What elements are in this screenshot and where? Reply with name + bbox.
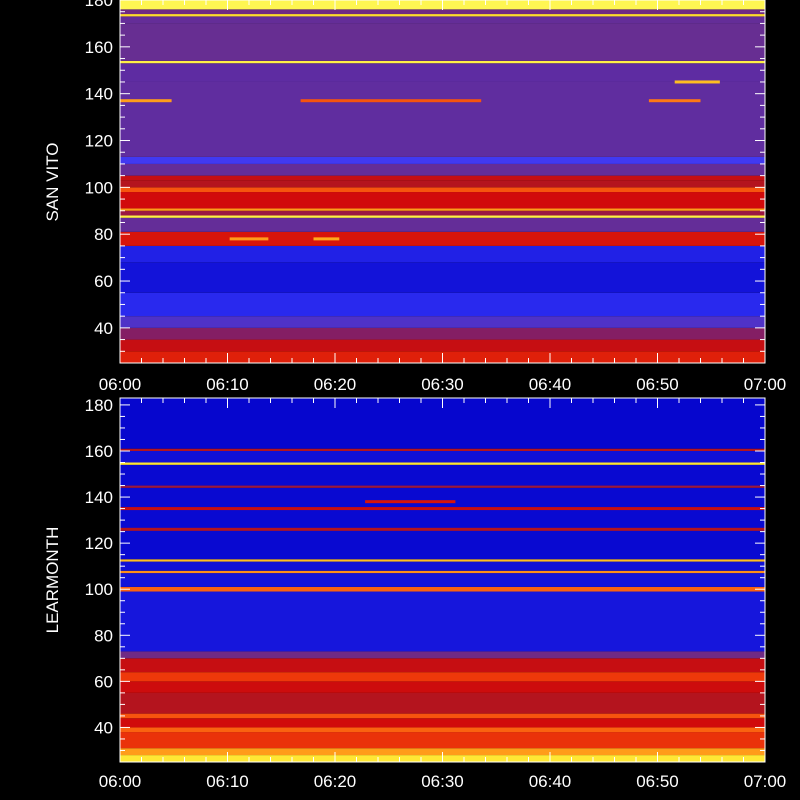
y-tick-label: 180	[85, 0, 113, 10]
san-vito-axis-ticks: 06:00 06:10 06:20 06:30 06:40 06:50 07:00 40 60 8…	[85, 0, 787, 394]
learmonth-y-axis-label: LEARMONTH	[43, 527, 62, 634]
y-tick-label: 60	[94, 672, 113, 691]
frequency-band	[120, 156, 765, 164]
y-tick-label: 100	[85, 178, 113, 197]
frequency-band	[120, 327, 765, 340]
frequency-band	[120, 561, 765, 571]
x-tick-label: 06:00	[99, 772, 142, 791]
x-tick-label: 06:30	[421, 375, 464, 394]
frequency-band	[120, 651, 765, 659]
y-tick-label: 40	[94, 718, 113, 737]
signal-streak	[313, 237, 340, 241]
frequency-band	[120, 23, 765, 61]
frequency-band	[120, 262, 765, 293]
frequency-band	[120, 81, 765, 157]
frequency-band	[120, 215, 765, 218]
x-tick-label: 06:10	[206, 772, 249, 791]
signal-streak	[648, 99, 701, 103]
frequency-band	[120, 245, 765, 263]
san-vito-panel: 06:00 06:10 06:20 06:30 06:40 06:50 07:00 40 60 8…	[43, 0, 786, 394]
signal-streak	[365, 500, 456, 504]
frequency-band	[120, 339, 765, 352]
x-tick-label: 06:30	[421, 772, 464, 791]
signal-streak	[120, 527, 765, 531]
y-tick-label: 160	[85, 38, 113, 57]
frequency-band	[120, 180, 765, 188]
frequency-band	[120, 187, 765, 193]
frequency-band	[120, 658, 765, 673]
learmonth-axis-ticks: 06:00 06:10 06:20 06:30 06:40 06:50 07:00 40 60 8…	[85, 396, 787, 791]
learmonth-panel: 06:00 06:10 06:20 06:30 06:40 06:50 07:00 40 60 8…	[43, 396, 786, 791]
frequency-band	[120, 231, 765, 246]
x-tick-label: 06:50	[636, 375, 679, 394]
x-tick-label: 06:20	[314, 375, 357, 394]
frequency-band	[120, 292, 765, 317]
spectrogram-area	[120, 0, 765, 363]
frequency-band	[120, 9, 765, 15]
x-tick-label: 06:20	[314, 772, 357, 791]
y-tick-label: 120	[85, 132, 113, 151]
learmonth-spectrogram	[120, 398, 765, 762]
frequency-band	[120, 462, 765, 465]
frequency-band	[120, 60, 765, 64]
y-tick-label: 40	[94, 319, 113, 338]
frequency-band	[120, 316, 765, 328]
frequency-band	[120, 559, 765, 562]
signal-streak	[120, 99, 172, 103]
signal-streak	[229, 237, 269, 241]
frequency-band	[120, 464, 765, 486]
y-tick-label: 120	[85, 534, 113, 553]
frequency-band	[120, 713, 765, 719]
frequency-band	[120, 586, 765, 592]
y-tick-label: 60	[94, 272, 113, 291]
san-vito-y-axis-label: SAN VITO	[43, 142, 62, 221]
frequency-band	[120, 163, 765, 176]
frequency-band	[120, 487, 765, 560]
x-tick-label: 06:40	[529, 772, 572, 791]
frequency-band	[120, 732, 765, 749]
signal-streak	[300, 99, 482, 103]
y-tick-label: 100	[85, 580, 113, 599]
frequency-band	[120, 748, 765, 756]
frequency-band	[120, 16, 765, 24]
x-tick-label: 06:50	[636, 772, 679, 791]
frequency-band	[120, 210, 765, 216]
y-tick-label: 140	[85, 488, 113, 507]
frequency-band	[120, 450, 765, 463]
frequency-band	[120, 208, 765, 211]
frequency-band	[120, 672, 765, 682]
x-tick-label: 06:10	[206, 375, 249, 394]
frequency-band	[120, 591, 765, 652]
x-tick-label: 07:00	[744, 772, 787, 791]
signal-streak	[120, 507, 765, 511]
y-tick-label: 80	[94, 225, 113, 244]
spectrogram-area	[120, 398, 765, 762]
frequency-band	[120, 727, 765, 733]
frequency-band	[120, 192, 765, 209]
frequency-band	[120, 570, 765, 574]
frequency-band	[120, 448, 765, 451]
x-tick-label: 06:00	[99, 375, 142, 394]
frequency-band	[120, 718, 765, 728]
y-tick-label: 80	[94, 626, 113, 645]
y-tick-label: 140	[85, 85, 113, 104]
frequency-band	[120, 681, 765, 693]
frequency-band	[120, 485, 765, 488]
signal-streak	[674, 80, 720, 84]
frequency-band	[120, 175, 765, 181]
frequency-band	[120, 14, 765, 17]
frequency-band	[120, 217, 765, 232]
y-tick-label: 160	[85, 442, 113, 461]
frequency-band	[120, 692, 765, 714]
san-vito-spectrogram	[120, 0, 765, 363]
x-tick-label: 06:40	[529, 375, 572, 394]
frequency-band	[120, 63, 765, 82]
x-tick-label: 07:00	[744, 375, 787, 394]
y-tick-label: 180	[85, 396, 113, 415]
frequency-band	[120, 573, 765, 587]
